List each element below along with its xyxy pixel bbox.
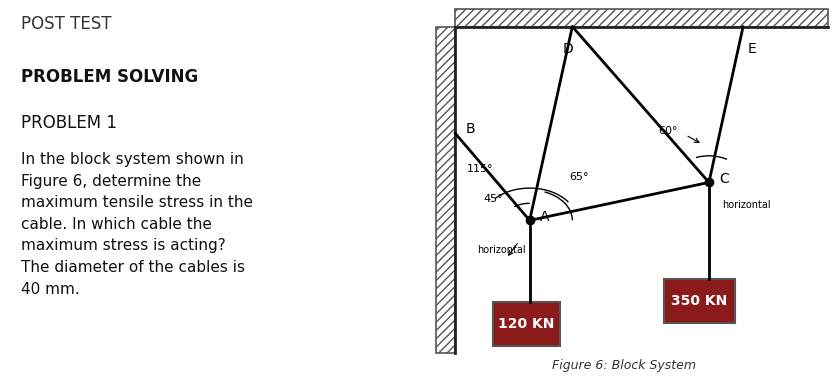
Text: 115°: 115°: [466, 164, 493, 174]
Text: D: D: [562, 42, 573, 56]
Text: A: A: [540, 210, 549, 223]
Text: In the block system shown in
Figure 6, determine the
maximum tensile stress in t: In the block system shown in Figure 6, d…: [21, 152, 252, 297]
Text: POST TEST: POST TEST: [21, 15, 111, 33]
Bar: [663, 279, 734, 323]
Text: 120 KN: 120 KN: [497, 317, 554, 331]
Bar: [455, 10, 828, 27]
Text: Figure 6: Block System: Figure 6: Block System: [551, 359, 695, 372]
Text: 65°: 65°: [568, 172, 588, 182]
Text: 60°: 60°: [658, 126, 677, 136]
Text: E: E: [747, 42, 755, 56]
Text: horizontal: horizontal: [721, 200, 769, 209]
Text: C: C: [719, 172, 728, 185]
Text: B: B: [465, 122, 475, 136]
Text: 350 KN: 350 KN: [670, 294, 726, 308]
Bar: [436, 27, 455, 353]
Text: horizontal: horizontal: [477, 245, 526, 255]
Text: PROBLEM SOLVING: PROBLEM SOLVING: [21, 68, 198, 86]
Bar: [455, 10, 828, 27]
Text: 45°: 45°: [483, 195, 502, 204]
Bar: [492, 302, 558, 346]
Bar: [436, 27, 455, 353]
Text: PROBLEM 1: PROBLEM 1: [21, 114, 116, 132]
